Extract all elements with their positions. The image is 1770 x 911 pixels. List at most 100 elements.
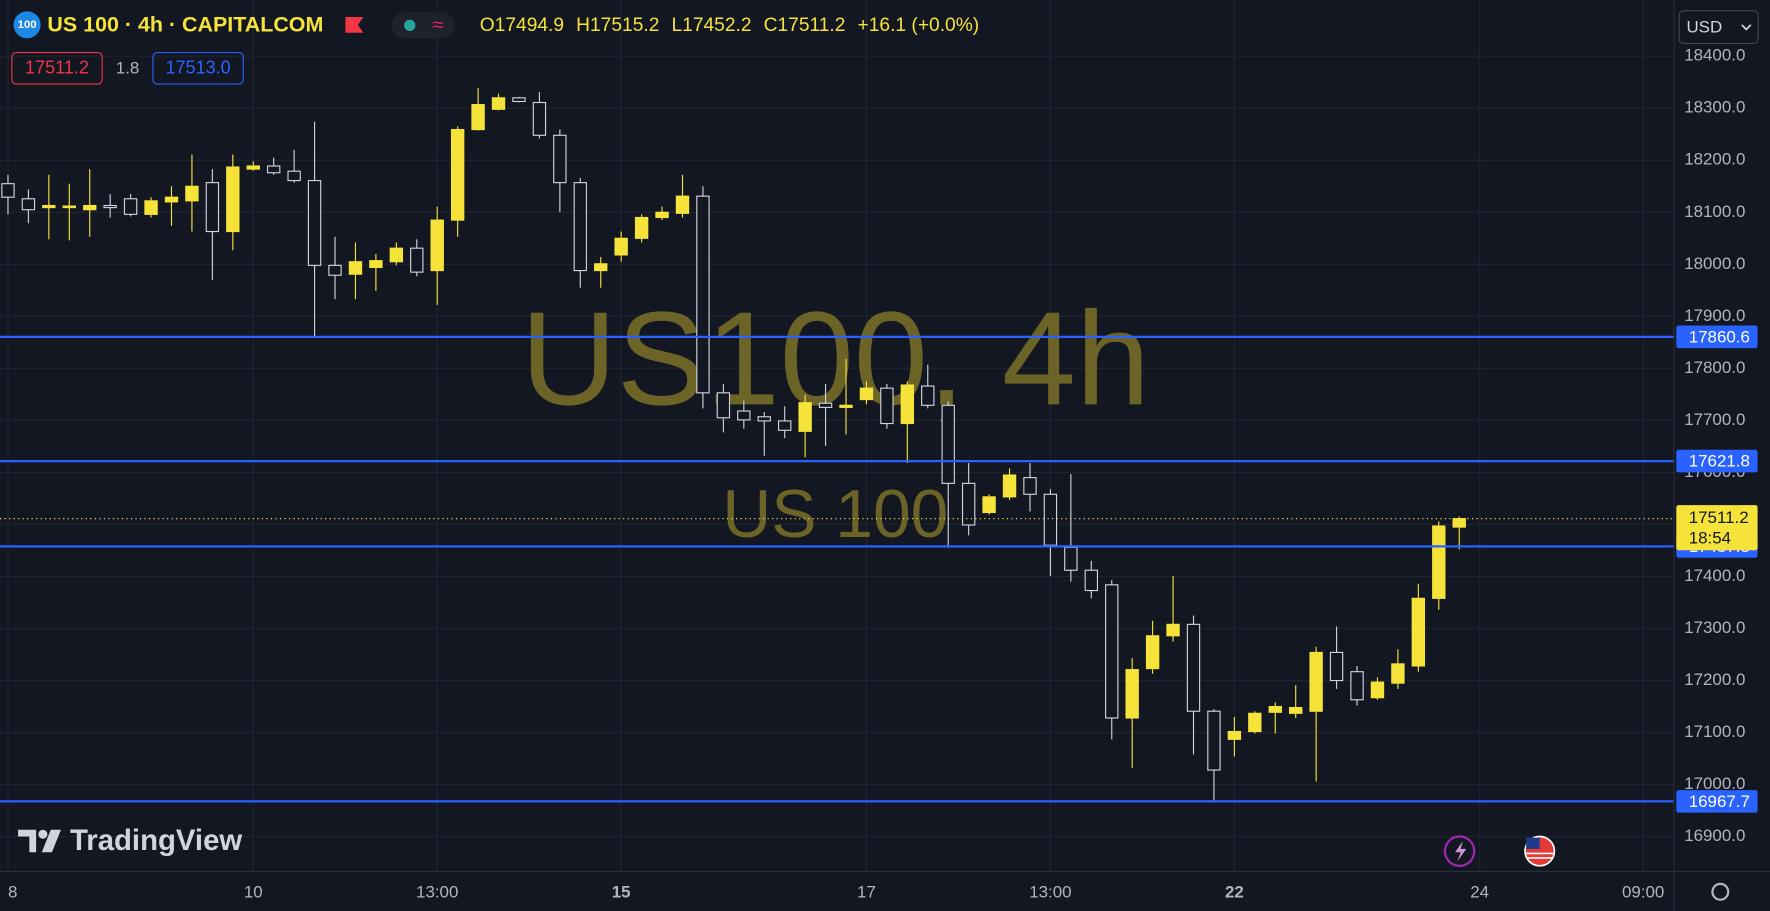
candle-body — [778, 420, 792, 431]
settings-icon[interactable] — [1711, 882, 1730, 901]
spread: 1.8 — [116, 58, 140, 77]
candle-body — [328, 264, 342, 276]
candle-body — [471, 104, 485, 131]
market-open-dot — [404, 19, 416, 32]
symbol-logo — [13, 11, 41, 39]
candle-body — [1023, 477, 1037, 495]
header: 100 US 100 · 4h · CAPITALCOM ≈ O17494.9 … — [11, 11, 980, 85]
levels — [0, 335, 1675, 803]
y-tick-label: 18400.0 — [1684, 46, 1745, 65]
candle-body — [1227, 730, 1242, 740]
candle-body — [941, 404, 955, 484]
candle-body — [757, 416, 771, 422]
ohlc-key: O — [480, 15, 495, 36]
symbol-logo-text: 100 — [18, 19, 37, 31]
x-tick-label: 13:00 — [416, 882, 458, 901]
candle-body — [1309, 651, 1323, 712]
y-tick-label: 17200.0 — [1684, 670, 1745, 689]
brand-glyph — [38, 829, 48, 839]
watermark-subtitle: US 100 — [722, 477, 948, 552]
currency-dropdown[interactable] — [1678, 10, 1759, 45]
candle-body — [450, 129, 465, 221]
status-pill[interactable] — [391, 12, 455, 39]
candle-body — [839, 404, 853, 408]
watermark-title: US100, 4h — [521, 284, 1150, 433]
watermark: US100, 4h US 100 — [521, 284, 1150, 552]
y-tick-label: 17300.0 — [1684, 618, 1745, 637]
candle-body — [1002, 474, 1017, 498]
candle-body — [1370, 681, 1385, 699]
candle-body — [1289, 707, 1303, 714]
candle-body — [1, 183, 15, 198]
last-price-label: 17511.2 — [1689, 508, 1749, 527]
candle-body — [266, 165, 281, 174]
candle-body — [226, 166, 240, 233]
dropdown-chevron — [1741, 24, 1752, 31]
x-tick-label: 15 — [612, 882, 631, 901]
ohlc-value: 17494.9 — [495, 15, 564, 36]
candle-body — [859, 387, 874, 401]
candle-body — [961, 482, 976, 526]
candle-body — [900, 384, 915, 425]
candle-body — [634, 216, 649, 239]
brand: TradingView — [18, 824, 242, 857]
candle-body — [430, 219, 444, 272]
candle-body — [21, 198, 36, 211]
candle-body — [1186, 623, 1201, 712]
candle-body — [1268, 705, 1282, 713]
candle-body — [818, 402, 833, 408]
candle-body — [737, 410, 751, 421]
symbol-title[interactable]: US 100 · 4h · CAPITALCOM — [47, 13, 323, 37]
candle-body — [655, 211, 669, 219]
brand-glyph — [41, 829, 61, 853]
candle-body — [1248, 712, 1262, 733]
ohlc-key: L — [672, 15, 683, 36]
alert-icon[interactable] — [1443, 835, 1476, 867]
alert-bolt — [1455, 840, 1467, 862]
candle-body — [410, 247, 424, 273]
candle-body — [1207, 710, 1221, 771]
x-tick-label: 8 — [8, 882, 17, 901]
candle-body — [1145, 635, 1160, 670]
y-tick-label: 17700.0 — [1684, 410, 1745, 429]
candle-body — [389, 247, 404, 263]
y-tick-label: 17100.0 — [1684, 722, 1745, 741]
y-tick-label: 16900.0 — [1684, 826, 1745, 845]
axis-labels: 16900.0 17000.0 17100.0 17200.0 17300.0 17400… — [8, 46, 1758, 901]
candle-body — [287, 170, 301, 182]
candle-body — [144, 200, 158, 215]
candle-body — [798, 402, 812, 432]
candle-body — [369, 260, 383, 269]
candle-body — [1432, 525, 1446, 599]
buy-button[interactable] — [152, 51, 244, 85]
level-badge — [1676, 449, 1758, 473]
y-tick-label: 17000.0 — [1684, 774, 1745, 793]
ohlc-key: H — [576, 15, 590, 36]
candles — [1, 87, 1466, 801]
sell-button[interactable] — [11, 51, 103, 85]
candle-body — [1043, 493, 1058, 546]
candle-body — [1064, 546, 1078, 571]
candle-body — [594, 263, 608, 272]
candle-body — [205, 182, 220, 233]
flag-icon[interactable] — [345, 16, 364, 33]
x-tick-label: 24 — [1470, 882, 1489, 901]
y-tick-label: 17900.0 — [1684, 306, 1745, 325]
last-price-badge — [1676, 505, 1758, 551]
candle-body — [1391, 663, 1405, 684]
candle-body — [532, 101, 547, 136]
level-badge — [1676, 325, 1758, 349]
candle-body — [123, 198, 138, 215]
candle-body — [573, 182, 587, 272]
candle-body — [307, 179, 322, 266]
candle-body — [880, 387, 894, 425]
level-label: 17621.8 — [1689, 452, 1750, 471]
ohlc-change: +16.1 (+0.0%) — [858, 15, 980, 36]
candle-body — [246, 165, 260, 170]
countdown-label: 18:54 — [1689, 528, 1731, 547]
candle-body — [512, 97, 526, 103]
time-axis — [0, 871, 1770, 911]
candle-body — [614, 237, 628, 256]
